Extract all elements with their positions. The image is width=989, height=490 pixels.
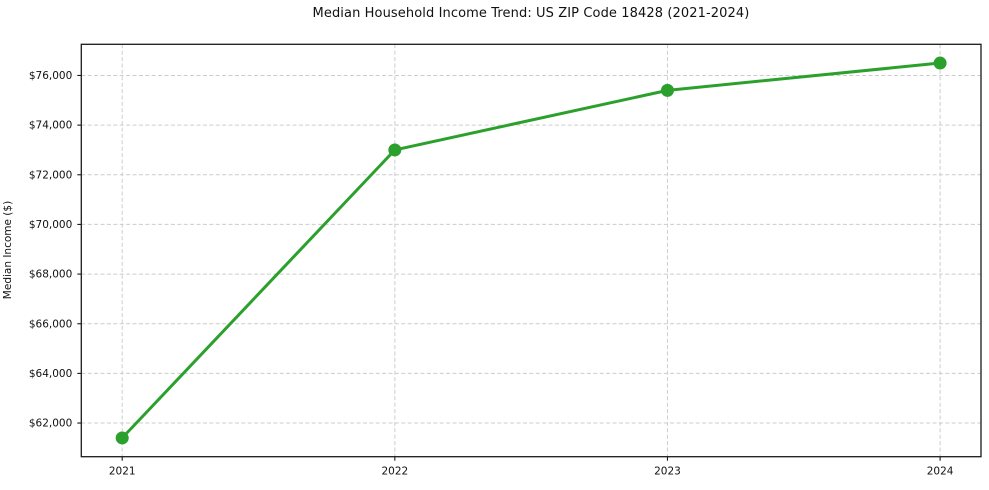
y-tick-label: $68,000 xyxy=(29,269,72,281)
chart-title: Median Household Income Trend: US ZIP Co… xyxy=(312,6,750,21)
x-tick-label: 2021 xyxy=(109,466,136,478)
y-tick-label: $74,000 xyxy=(29,120,72,132)
y-tick-label: $72,000 xyxy=(29,169,72,181)
x-tick-label: 2022 xyxy=(381,466,408,478)
data-point-2024 xyxy=(933,56,947,70)
x-tick-label: 2024 xyxy=(927,466,954,478)
y-tick-label: $70,000 xyxy=(29,219,72,231)
data-point-2022 xyxy=(388,143,402,157)
y-tick-label: $66,000 xyxy=(29,318,72,330)
x-tick-label: 2023 xyxy=(654,466,681,478)
y-tick-label: $64,000 xyxy=(29,368,72,380)
data-point-2023 xyxy=(660,83,674,97)
data-point-2021 xyxy=(115,431,129,445)
plot-border xyxy=(80,43,982,458)
y-tick-label: $76,000 xyxy=(29,70,72,82)
trend-line xyxy=(120,61,942,440)
y-tick-label: $62,000 xyxy=(29,418,72,430)
